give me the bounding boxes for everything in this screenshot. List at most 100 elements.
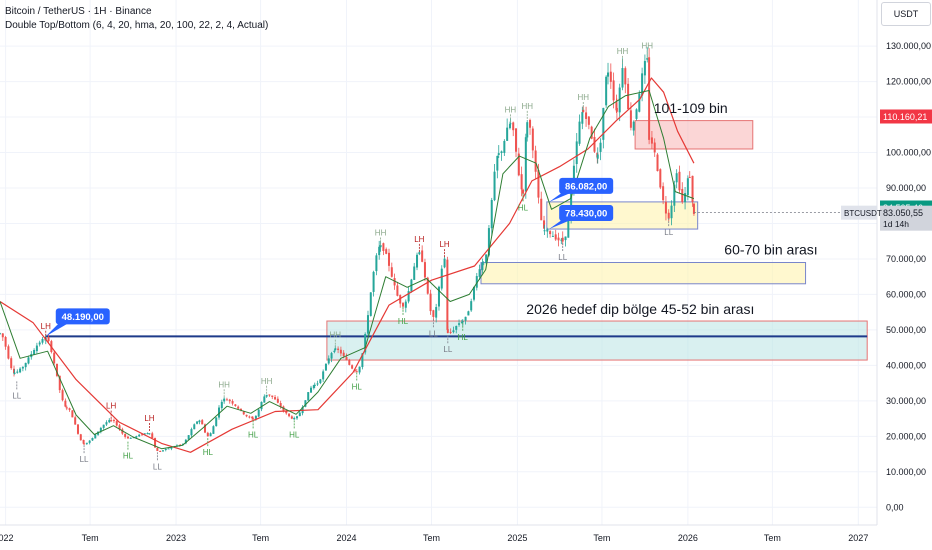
candle-body [627, 83, 630, 110]
candle-body [82, 439, 85, 444]
candle [632, 120, 635, 136]
price-tag [880, 109, 932, 124]
candle [688, 171, 691, 179]
candle-body [481, 262, 484, 271]
indicator-legend[interactable]: Double Top/Bottom (6, 4, 20, hma, 20, 10… [5, 20, 269, 31]
candle-body [263, 396, 266, 403]
candle-body [675, 173, 678, 183]
candle [605, 75, 608, 108]
zone-note: 101-109 bin [654, 100, 728, 116]
candle [449, 328, 452, 335]
last-price-text: 83.050,55 [883, 208, 923, 218]
candle-body [190, 429, 193, 436]
candle [635, 108, 638, 121]
candle-body [382, 243, 385, 251]
candle-body [201, 420, 204, 425]
candle [330, 351, 333, 363]
candle-body [115, 421, 118, 426]
candle-body [643, 61, 646, 76]
candle-body [490, 200, 493, 229]
candle [520, 166, 523, 197]
candle-body [461, 321, 464, 323]
candle-body [509, 123, 512, 125]
candle-body [446, 329, 449, 333]
pivot-label: LH [106, 402, 116, 411]
candle-body [378, 246, 381, 256]
candle-body [330, 353, 333, 359]
candle [478, 264, 481, 280]
candle-body [605, 76, 608, 106]
candle [316, 380, 319, 386]
candle [193, 423, 196, 430]
currency-selector[interactable]: USDT [881, 2, 931, 26]
candle-body [551, 235, 554, 237]
candle-body [304, 400, 307, 407]
candle [670, 200, 673, 226]
candle [99, 426, 102, 434]
candle [485, 254, 488, 265]
candle [201, 419, 204, 425]
candle-body [79, 434, 82, 441]
candle-body [223, 398, 226, 402]
candle-body [440, 268, 443, 289]
candle [429, 289, 432, 315]
candle-body [615, 107, 618, 112]
candle-body [549, 231, 552, 235]
candle-body [225, 399, 228, 401]
candle-body [242, 411, 245, 415]
candle-body [164, 448, 167, 450]
pivot-label: HH [577, 93, 589, 102]
candle [446, 326, 449, 334]
candle-body [58, 375, 61, 391]
candle [546, 227, 549, 238]
candle [664, 195, 667, 221]
candle [675, 169, 678, 189]
candle [366, 310, 369, 337]
candle-body [140, 434, 143, 436]
candle-body [482, 263, 485, 265]
candle-body [404, 301, 407, 308]
pivot-label: HH [330, 331, 342, 340]
candle [138, 433, 141, 438]
candle [61, 388, 64, 402]
pivot-label: HL [203, 448, 214, 457]
candle-body [423, 262, 426, 278]
pivot-label: HL [352, 382, 363, 391]
candle-body [154, 438, 157, 448]
candle [88, 440, 91, 445]
zone-red [634, 120, 754, 150]
candle [263, 394, 266, 403]
candle-body [581, 112, 584, 124]
candle [653, 138, 656, 157]
candle [416, 252, 419, 271]
candle-body [426, 277, 429, 294]
candle-body [47, 337, 50, 342]
candle-body [537, 170, 540, 198]
candle-body [366, 315, 369, 334]
candle-body [187, 435, 190, 440]
candle [382, 242, 385, 256]
candle-body [198, 420, 201, 423]
candle [74, 415, 77, 425]
candle [231, 399, 234, 406]
candle-body [7, 346, 10, 359]
candle-body [446, 259, 449, 330]
candle-body [390, 267, 393, 277]
candle-body [416, 254, 419, 268]
candle-body [641, 73, 644, 96]
candle [151, 431, 154, 439]
chart-title: Bitcoin / TetherUS · 1H · Binance [5, 6, 152, 17]
candle [228, 398, 231, 404]
candle [71, 410, 74, 418]
candle [215, 417, 218, 427]
y-tick-label: 130.000,00 [886, 41, 931, 51]
candle-body [540, 198, 543, 221]
candle [102, 424, 105, 430]
candle [506, 118, 509, 141]
candle [543, 215, 546, 230]
candle-body [288, 413, 291, 417]
candle-body [276, 398, 279, 403]
candle-body [234, 404, 237, 406]
candle-body [561, 237, 564, 242]
